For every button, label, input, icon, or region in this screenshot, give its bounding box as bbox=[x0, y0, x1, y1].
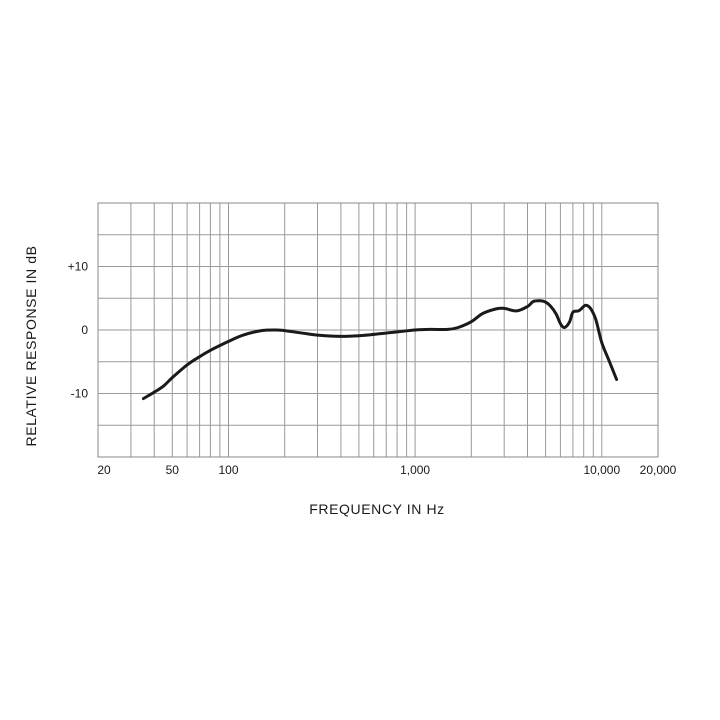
frequency-response-line bbox=[141, 299, 619, 401]
y-tick-label: +10 bbox=[68, 260, 89, 274]
y-tick-label: -10 bbox=[71, 387, 89, 401]
x-tick-label: 20 bbox=[97, 463, 111, 477]
plot-grid bbox=[98, 203, 658, 457]
x-tick-label: 50 bbox=[166, 463, 180, 477]
x-tick-label: 20,000 bbox=[640, 463, 677, 477]
y-tick-labels: +10 0 -10 bbox=[68, 260, 89, 401]
x-tick-labels: 20 50 100 1,000 10,000 20,000 bbox=[97, 463, 676, 477]
x-tick-label: 1,000 bbox=[400, 463, 430, 477]
y-tick-label: 0 bbox=[81, 323, 88, 337]
y-axis-title: RELATIVE RESPONSE IN dB bbox=[23, 245, 39, 446]
plot-frame bbox=[97, 202, 659, 458]
x-tick-label: 100 bbox=[218, 463, 238, 477]
response-curve-layer bbox=[141, 299, 619, 401]
x-tick-label: 10,000 bbox=[583, 463, 620, 477]
x-axis-title: FREQUENCY IN Hz bbox=[309, 501, 445, 517]
